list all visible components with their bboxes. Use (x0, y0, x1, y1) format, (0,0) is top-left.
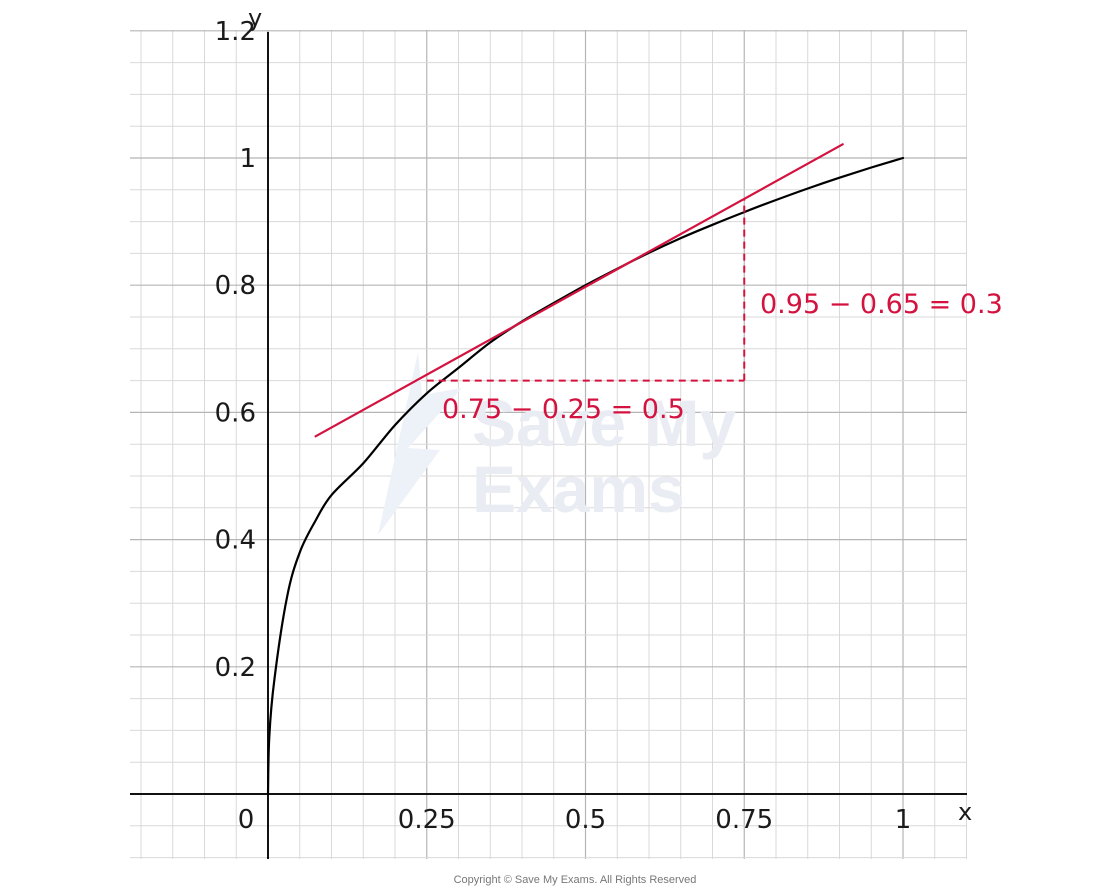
watermark-bolt-icon (378, 352, 462, 535)
watermark-line1: Save My (472, 386, 736, 460)
annotation-run: 0.75 − 0.25 = 0.5 (442, 394, 685, 425)
x-tick-label: 0.75 (715, 805, 773, 835)
x-tick-label: 0.25 (398, 805, 456, 835)
y-tick-label: 0.6 (215, 398, 256, 428)
annotation-rise: 0.95 − 0.65 = 0.3 (760, 289, 1003, 320)
tick-labels: 0 0.25 0.5 0.75 1 0.2 0.4 0.6 0.8 1 1.2 (215, 17, 912, 835)
y-tick-label: 1 (239, 144, 256, 174)
tangent-line (314, 143, 844, 438)
copyright-notice: Copyright © Save My Exams. All Rights Re… (454, 874, 697, 886)
series (266, 143, 905, 796)
y-tick-label: 0.4 (215, 526, 256, 556)
x-tick-label: 0.5 (565, 805, 606, 835)
y-tick-label: 0.2 (215, 653, 256, 683)
grid (130, 30, 967, 859)
watermark: Save My Exams (378, 352, 736, 535)
guides (426, 199, 746, 382)
x-tick-label: 1 (895, 805, 912, 835)
x-tick-label: 0 (238, 805, 255, 835)
y-axis-label: y (248, 4, 262, 32)
y-tick-label: 1.2 (215, 17, 256, 47)
x-axis-label: x (958, 798, 972, 826)
y-tick-label: 0.8 (215, 271, 256, 301)
axes (130, 32, 967, 859)
watermark-line2: Exams (472, 452, 685, 526)
